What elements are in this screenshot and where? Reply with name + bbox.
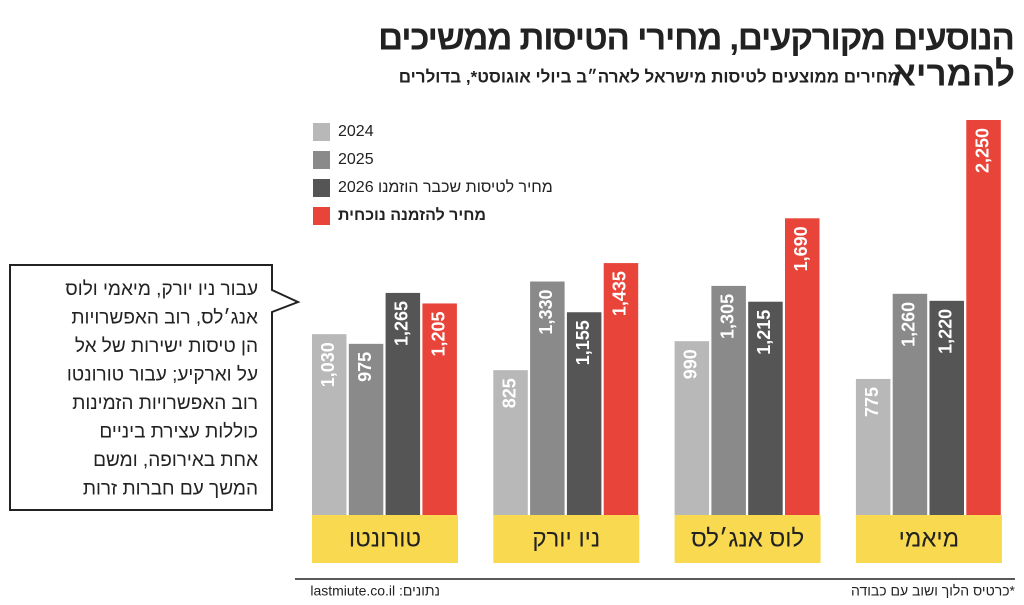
chart-title: הנוסעים מקורקעים, מחירי הטיסות ממשיכים — [378, 18, 1015, 57]
annotation-line: כוללות עצירת ביניים — [99, 422, 258, 443]
bar — [493, 370, 528, 515]
value-label: 2,250 — [972, 128, 992, 173]
bar — [385, 292, 421, 515]
annotation-line: המשך עם חברות זרות — [83, 479, 258, 500]
bar — [966, 120, 1001, 515]
category-band — [312, 515, 458, 563]
value-label: 1,435 — [610, 271, 630, 316]
bar — [748, 301, 783, 515]
value-label: 775 — [862, 387, 882, 417]
bar — [566, 312, 602, 515]
x-tick-label: מיאמי — [899, 525, 960, 552]
annotation-line: הן טיסות ישירות של אל — [75, 336, 258, 357]
value-label: 1,205 — [428, 311, 448, 356]
legend-label: 2024 — [338, 123, 374, 140]
value-label: 1,305 — [717, 294, 737, 339]
value-label: 825 — [499, 378, 519, 408]
value-label: 1,030 — [318, 342, 338, 387]
bar — [785, 218, 820, 516]
bar — [892, 293, 928, 515]
legend-label: מחיר לטיסות שכבר הוזמנו 2026 — [338, 178, 553, 196]
legend-label: מחיר להזמנה נוכחית — [338, 206, 486, 224]
x-tick-label: טורונטו — [349, 525, 421, 552]
legend-swatch — [313, 151, 330, 169]
callout-box — [9, 264, 301, 511]
annotation-line: עבור ניו יורק, מיאמי ולוס — [65, 279, 258, 300]
legend-swatch — [313, 179, 330, 197]
bar — [312, 334, 347, 515]
source: נתונים: lastmiute.co.il — [310, 583, 440, 599]
bar — [348, 343, 384, 515]
annotation-line: על וארקיע; עבור טורונטו — [67, 365, 258, 386]
legend-swatch — [313, 123, 330, 141]
value-label: 1,330 — [536, 290, 556, 335]
bar — [603, 263, 639, 515]
value-label: 1,215 — [754, 310, 774, 355]
annotation-line: אנג׳לס, רוב האפשרויות — [71, 308, 258, 329]
value-label: 975 — [355, 352, 375, 382]
bar — [530, 281, 565, 515]
chart-title: להמריא — [892, 54, 1015, 93]
value-label: 1,690 — [791, 226, 811, 271]
x-tick-label: לוס אנג׳לס — [691, 525, 804, 552]
category-band — [855, 515, 1002, 563]
bar — [422, 303, 457, 515]
annotation-line: אחת באירופה, ומשם — [93, 450, 258, 471]
bar — [855, 378, 891, 515]
category-band — [674, 515, 821, 563]
chart-subtitle: מחירים ממוצעים לטיסות מישראל לארה״ב ביול… — [399, 67, 900, 86]
legend-swatch — [313, 207, 330, 225]
value-label: 1,260 — [899, 302, 919, 347]
footnote: *כרטיס הלוך ושוב עם כבודה — [851, 583, 1016, 599]
annotation-line: רוב האפשרויות הזמינות — [72, 393, 258, 414]
legend-label: 2025 — [338, 151, 374, 168]
bar — [711, 285, 746, 515]
bar — [929, 300, 964, 515]
value-label: 1,220 — [936, 309, 956, 354]
bar — [674, 341, 710, 515]
category-band — [493, 515, 640, 563]
value-label: 1,265 — [392, 301, 412, 346]
value-label: 1,155 — [573, 320, 593, 365]
x-tick-label: ניו יורק — [532, 525, 600, 552]
value-label: 990 — [681, 349, 701, 379]
